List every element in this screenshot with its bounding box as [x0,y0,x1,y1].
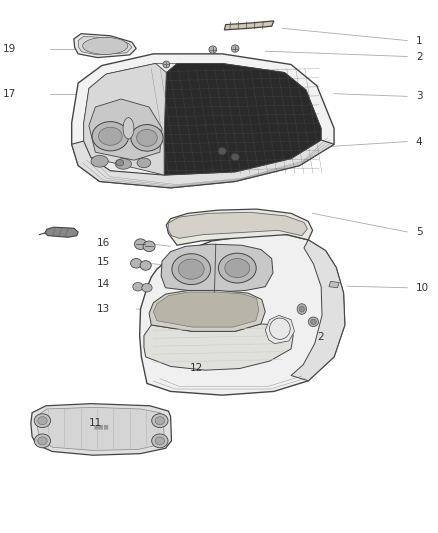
Text: 2: 2 [416,52,422,61]
Ellipse shape [34,434,51,448]
Ellipse shape [152,434,168,448]
Ellipse shape [299,306,304,312]
Text: ■■■: ■■■ [93,425,109,430]
Ellipse shape [143,241,155,252]
Polygon shape [164,63,321,175]
Ellipse shape [155,437,165,445]
Polygon shape [37,407,164,450]
Ellipse shape [178,259,204,279]
Ellipse shape [115,159,131,169]
Ellipse shape [308,317,318,327]
Ellipse shape [131,125,163,151]
Ellipse shape [140,261,151,270]
Polygon shape [140,233,345,395]
Text: 4: 4 [416,136,422,147]
Text: 5: 5 [416,227,422,237]
Polygon shape [265,316,294,344]
Polygon shape [153,292,259,327]
Ellipse shape [83,37,128,54]
Text: 17: 17 [3,88,16,99]
Ellipse shape [231,153,240,161]
Ellipse shape [137,158,151,167]
Ellipse shape [133,282,143,291]
Ellipse shape [155,417,165,425]
Ellipse shape [218,147,226,155]
Ellipse shape [163,61,170,68]
Ellipse shape [137,130,157,147]
Polygon shape [224,21,274,30]
Polygon shape [166,209,313,245]
Ellipse shape [38,437,47,445]
Text: 15: 15 [97,257,110,267]
Ellipse shape [209,46,217,53]
Text: 11: 11 [89,418,102,429]
Ellipse shape [152,414,168,427]
Ellipse shape [219,253,256,283]
Polygon shape [45,227,78,237]
Polygon shape [161,244,273,292]
Text: 1: 1 [416,36,422,45]
Polygon shape [329,281,339,288]
Ellipse shape [91,156,108,167]
Polygon shape [72,54,334,188]
Ellipse shape [99,127,122,146]
Ellipse shape [92,122,129,151]
Polygon shape [31,403,171,455]
Ellipse shape [231,45,239,52]
Ellipse shape [38,417,47,425]
Text: 2: 2 [317,332,324,342]
Polygon shape [291,240,345,381]
Ellipse shape [225,259,250,278]
Ellipse shape [142,284,152,292]
Polygon shape [72,140,334,188]
Polygon shape [144,324,293,370]
Ellipse shape [134,239,147,249]
Polygon shape [84,63,321,176]
Ellipse shape [116,160,124,166]
Ellipse shape [297,304,307,314]
Polygon shape [168,212,307,238]
Polygon shape [89,99,162,160]
Ellipse shape [34,414,51,427]
Polygon shape [74,34,136,58]
Text: 16: 16 [97,238,110,247]
Polygon shape [84,63,166,175]
Text: 14: 14 [97,279,110,288]
Polygon shape [78,36,132,55]
Ellipse shape [311,319,316,325]
Text: 3: 3 [416,91,422,101]
Ellipse shape [172,254,211,285]
Ellipse shape [131,259,142,268]
Polygon shape [149,290,265,332]
Text: 13: 13 [97,304,110,314]
Text: 10: 10 [416,283,429,293]
Text: 12: 12 [190,362,203,373]
Ellipse shape [123,118,134,139]
Text: 19: 19 [3,44,16,53]
